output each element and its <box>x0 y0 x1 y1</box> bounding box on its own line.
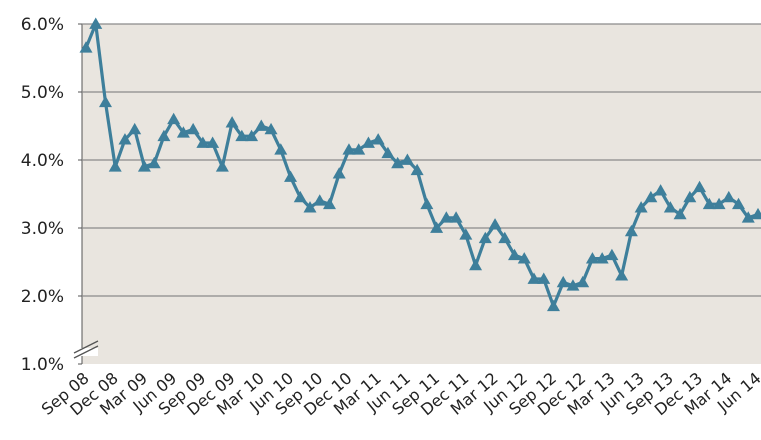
y-tick-label: 5.0% <box>21 83 64 103</box>
y-tick-label: 1.0% <box>21 355 64 375</box>
y-axis-ticks: 1.0% 2.0% 3.0% 4.0% 5.0% 6.0% <box>21 15 82 375</box>
y-tick-label: 4.0% <box>21 151 64 171</box>
y-tick-label: 6.0% <box>21 15 64 35</box>
data-point <box>89 18 102 29</box>
y-tick-label: 2.0% <box>21 287 64 307</box>
y-tick-label: 3.0% <box>21 219 64 239</box>
